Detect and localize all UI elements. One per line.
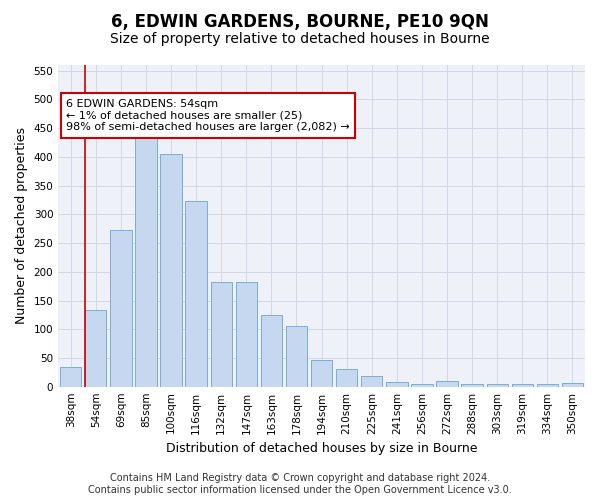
Bar [236, 282, 257, 387]
Bar [311, 360, 332, 386]
Bar [85, 310, 106, 386]
Bar [286, 326, 307, 386]
Text: 6, EDWIN GARDENS, BOURNE, PE10 9QN: 6, EDWIN GARDENS, BOURNE, PE10 9QN [111, 12, 489, 30]
Bar [336, 370, 358, 386]
Bar [160, 154, 182, 386]
X-axis label: Distribution of detached houses by size in Bourne: Distribution of detached houses by size … [166, 442, 478, 455]
Bar [261, 316, 282, 386]
Bar [436, 381, 458, 386]
Text: Contains HM Land Registry data © Crown copyright and database right 2024.
Contai: Contains HM Land Registry data © Crown c… [88, 474, 512, 495]
Bar [60, 366, 82, 386]
Bar [487, 384, 508, 386]
Bar [185, 201, 207, 386]
Bar [110, 230, 131, 386]
Bar [211, 282, 232, 387]
Bar [361, 376, 382, 386]
Bar [411, 384, 433, 386]
Bar [512, 384, 533, 386]
Text: 6 EDWIN GARDENS: 54sqm
← 1% of detached houses are smaller (25)
98% of semi-deta: 6 EDWIN GARDENS: 54sqm ← 1% of detached … [66, 99, 350, 132]
Bar [386, 382, 407, 386]
Bar [136, 137, 157, 386]
Y-axis label: Number of detached properties: Number of detached properties [15, 128, 28, 324]
Bar [537, 384, 558, 386]
Bar [461, 384, 483, 386]
Bar [562, 383, 583, 386]
Text: Size of property relative to detached houses in Bourne: Size of property relative to detached ho… [110, 32, 490, 46]
